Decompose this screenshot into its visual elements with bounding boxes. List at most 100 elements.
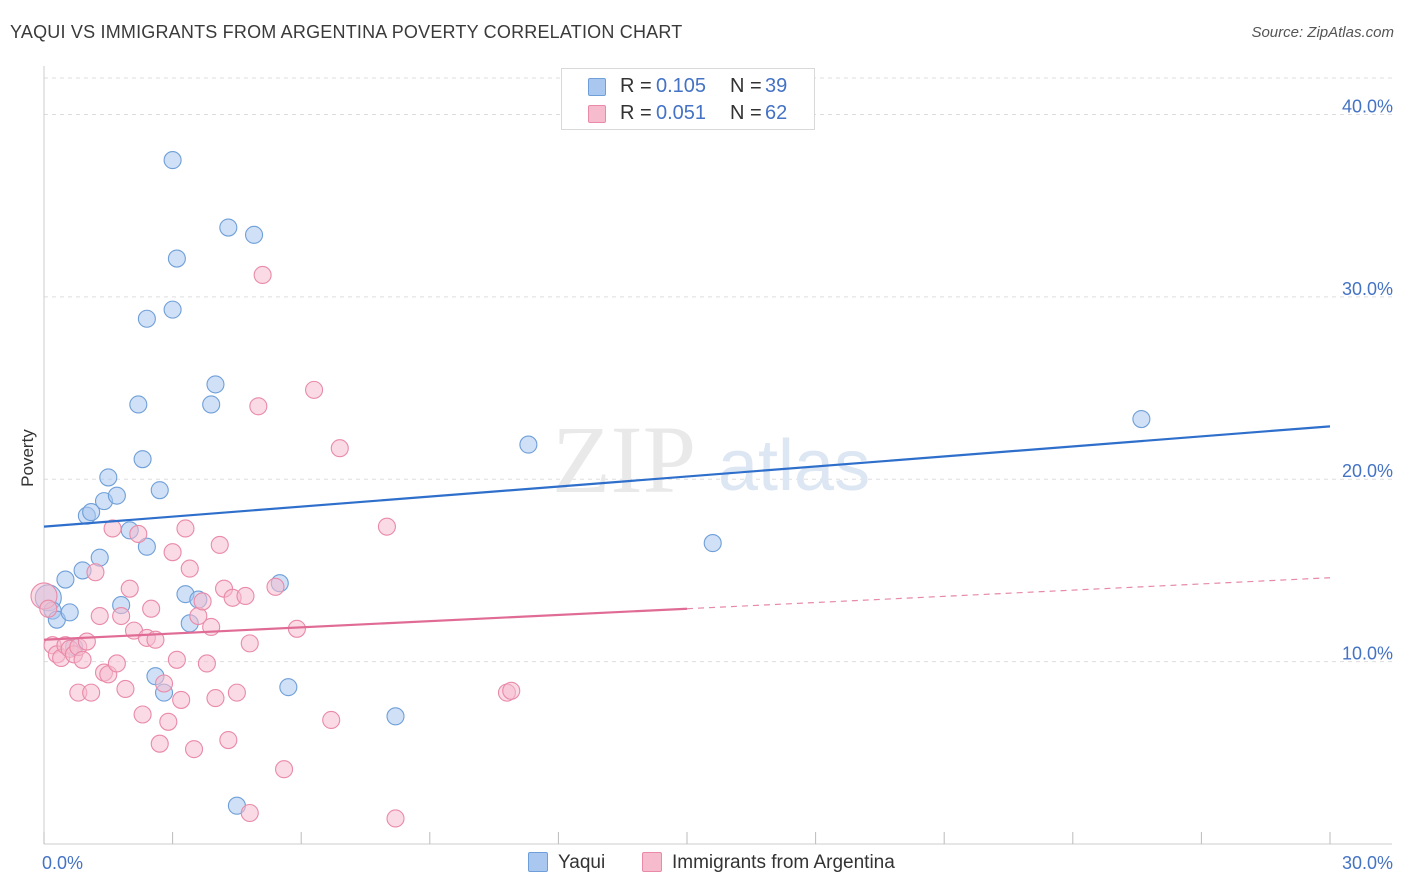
point-argentina — [227, 683, 246, 702]
point-argentina — [180, 559, 199, 578]
point-argentina — [103, 519, 122, 538]
chart-source: Source: ZipAtlas.com — [1251, 24, 1394, 41]
bottom-legend-swatch-yaqui — [528, 852, 548, 872]
point-argentina — [129, 524, 148, 544]
watermark-zip: ZIP — [552, 406, 696, 513]
point-argentina — [163, 543, 182, 562]
watermark: ZIP atlas — [552, 406, 870, 513]
trend-line-argentina — [43, 607, 688, 641]
point-yaqui — [133, 450, 152, 469]
legend-n-value: 62 — [765, 102, 788, 124]
point-yaqui — [244, 225, 264, 244]
chart-title: YAQUI VS IMMIGRANTS FROM ARGENTINA POVER… — [10, 22, 683, 42]
point-argentina — [154, 674, 174, 693]
point-argentina — [172, 690, 191, 709]
y-tick-label: 10.0% — [1342, 644, 1393, 664]
point-argentina — [39, 599, 58, 618]
legend-swatch-yaqui — [588, 78, 606, 96]
legend-r-label: R = — [620, 75, 652, 97]
point-argentina — [206, 689, 225, 708]
point-argentina — [116, 679, 135, 699]
point-argentina — [167, 650, 186, 669]
point-argentina — [150, 734, 169, 753]
y-tick-label: 20.0% — [1342, 461, 1393, 481]
y-tick-label: 40.0% — [1342, 96, 1393, 116]
point-argentina — [275, 760, 294, 779]
point-yaqui — [82, 503, 101, 522]
point-yaqui — [163, 151, 182, 170]
point-yaqui — [386, 707, 405, 726]
point-argentina — [219, 730, 238, 750]
legend: R = 0.105 N = 39 R = 0.051 N = 62 — [561, 68, 815, 130]
bottom-legend-swatch-argentina — [642, 852, 662, 872]
point-argentina — [322, 710, 341, 730]
trend-line-argentina-dashed — [686, 577, 1331, 610]
y-tick-label: 30.0% — [1342, 279, 1393, 299]
point-argentina — [197, 654, 216, 673]
point-argentina — [266, 577, 285, 596]
points-layer — [30, 151, 1151, 828]
point-argentina — [236, 586, 255, 606]
point-yaqui — [129, 395, 148, 414]
point-argentina — [502, 681, 521, 700]
legend-r-label: R = — [620, 102, 652, 124]
point-argentina — [107, 654, 126, 673]
point-argentina — [253, 265, 272, 285]
point-yaqui — [206, 375, 225, 394]
point-argentina — [90, 606, 109, 626]
grid-layer — [44, 77, 1392, 663]
point-argentina — [249, 397, 268, 416]
point-argentina — [176, 519, 195, 538]
y-axis-label: Poverty — [18, 429, 37, 487]
bottom-legend-argentina: Immigrants from Argentina — [642, 852, 895, 874]
bottom-legend-label-yaqui: Yaqui — [558, 852, 606, 873]
point-argentina — [386, 809, 405, 828]
point-yaqui — [519, 435, 538, 454]
bottom-legend-yaqui: Yaqui — [528, 852, 605, 874]
point-argentina — [377, 517, 396, 536]
point-argentina — [73, 650, 92, 669]
point-yaqui — [1132, 410, 1151, 429]
point-yaqui — [99, 468, 118, 487]
legend-swatch-argentina — [588, 105, 606, 123]
label-layer: 10.0% 20.0% 30.0% 40.0% 0.0% 30.0% — [42, 96, 1393, 873]
watermark-atlas: atlas — [718, 426, 870, 506]
point-argentina — [193, 592, 212, 611]
point-argentina — [240, 634, 259, 653]
axis-layer — [43, 66, 1392, 845]
point-yaqui — [137, 309, 156, 328]
point-argentina — [159, 712, 178, 731]
point-argentina — [82, 683, 101, 702]
point-argentina — [77, 632, 96, 651]
point-yaqui — [279, 678, 298, 697]
point-yaqui — [56, 570, 75, 589]
point-yaqui — [163, 300, 182, 319]
point-yaqui — [167, 249, 186, 268]
legend-n-label: N = — [730, 75, 762, 97]
point-yaqui — [60, 603, 79, 622]
bottom-legend-label-argentina: Immigrants from Argentina — [672, 852, 895, 873]
point-yaqui — [137, 537, 156, 556]
point-argentina — [184, 740, 204, 759]
point-yaqui — [107, 486, 126, 505]
point-argentina — [240, 803, 259, 823]
point-argentina — [305, 380, 324, 399]
trend-line-yaqui — [43, 425, 1331, 528]
x-tick-label-min: 0.0% — [42, 853, 83, 873]
point-argentina — [112, 606, 131, 626]
legend-r-value: 0.105 — [656, 75, 707, 97]
legend-n-value: 39 — [765, 75, 788, 97]
point-yaqui — [202, 395, 221, 414]
point-argentina — [330, 439, 349, 458]
x-tick-label-max: 30.0% — [1342, 853, 1393, 873]
point-argentina — [120, 579, 139, 598]
point-argentina — [133, 705, 152, 724]
point-yaqui — [219, 218, 238, 237]
legend-n-label: N = — [730, 102, 762, 124]
legend-r-value: 0.051 — [656, 102, 707, 124]
trend-layer — [43, 425, 1331, 641]
point-yaqui — [150, 481, 169, 500]
point-argentina — [86, 563, 105, 582]
point-argentina — [142, 599, 161, 618]
